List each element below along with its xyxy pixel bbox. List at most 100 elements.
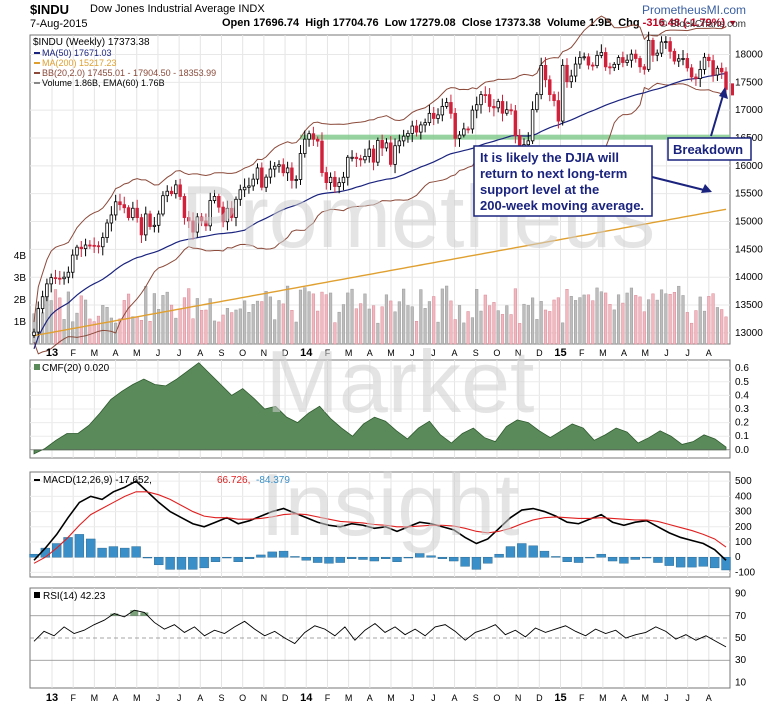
breakdown-arrow-head [719,87,728,99]
volume-label: Volume [546,17,586,29]
candle [70,254,75,273]
y-tick-cmf: 0.5 [735,377,749,388]
candle [161,195,165,215]
candle [715,67,720,76]
volume-bar [251,304,255,345]
volume-bar [414,321,419,345]
open-value: 17696.74 [253,17,300,29]
candle [453,112,457,139]
volume-bar [337,311,341,345]
quote-summary: Open 17696.74 High 17704.76 Low 17279.08… [222,17,737,29]
volume-bar [578,297,582,345]
index-name: Dow Jones Industrial Average INDX [90,3,265,15]
macd-histogram-bar [165,557,175,570]
rsi-swatch [34,592,40,598]
rsi-overbought-fill [130,610,139,616]
macd-histogram-bar [74,534,85,558]
volume-bar [303,287,307,345]
volume-bar [294,321,298,345]
macd-histogram-bar [449,557,459,562]
volume-bar [363,293,367,345]
candle [496,101,500,109]
watermark: Prometheus Market Insight [181,167,655,554]
x-tick-bottom: M [345,693,353,703]
macd-signal-value: 66.726, [217,475,250,486]
candle [694,76,698,79]
indicator-lines [33,15,727,355]
x-tick-price: J [685,348,690,358]
x-tick-price: M [599,348,607,358]
volume-bar [707,296,711,345]
macd-histogram-bar [210,557,221,562]
x-tick-price: O [239,348,246,358]
site-name[interactable]: PrometheusMI.com [641,3,746,17]
volume-bar [591,300,595,345]
candle [668,41,672,52]
candle [419,124,423,133]
candle [88,244,92,247]
candle [238,189,243,200]
candle [569,75,573,83]
high-label: High [305,17,330,29]
annotation-arrow-head [701,184,712,193]
candle [539,64,543,96]
volume-bar [264,291,268,345]
candle [586,56,591,66]
candle [105,222,109,238]
candle [698,69,702,79]
macd-histogram-bar [505,546,516,558]
volume-bar [509,314,513,345]
candle [457,134,462,139]
x-tick-price: N [515,348,522,358]
volume-bar [621,302,625,345]
x-tick-price: M [345,348,353,358]
x-tick-bottom: F [325,693,331,703]
candle [548,79,552,95]
high-value: 17704.76 [332,17,379,29]
volume-bar [84,299,88,345]
candle [58,277,62,280]
volume-bar [157,309,161,345]
y-tick-price: 14000 [735,272,763,283]
x-tick-price: F [325,348,331,358]
candle [40,296,45,310]
candle [354,156,359,159]
macd-histogram-bar [437,557,448,559]
macd-histogram-bar [573,557,584,563]
candle [320,140,324,173]
chg-label: Chg [618,17,640,29]
candle [324,172,328,183]
volume-bar [393,311,397,345]
candle [350,156,354,159]
candle [505,109,509,114]
x-tick-bottom: A [452,693,458,703]
candle [573,63,578,77]
candle [315,138,320,142]
y-tick-price: 15000 [735,217,763,228]
volume-bar [659,289,664,345]
macd-histogram-bar [528,545,538,558]
volume-bar [599,291,603,345]
candle [500,101,505,114]
candle [466,128,470,131]
x-tick-bottom: D [282,693,289,703]
candle [358,158,363,161]
volume-bar [518,323,522,345]
candle [195,216,200,233]
x-tick-price: A [452,348,458,358]
candle [371,148,376,163]
macd-histogram-bar [40,547,51,558]
macd-histogram-bar [471,557,482,570]
quote-date: 7-Aug-2015 [30,18,88,30]
volume-bar [522,303,526,345]
candle [509,109,513,112]
volume-bar [668,293,672,345]
volume-bar [664,293,668,345]
candle [432,112,436,119]
volume-bar [427,301,432,345]
volume-bar [281,303,285,345]
last-close-marker [731,83,734,96]
y-tick-cmf: 0.0 [735,445,749,456]
volume-bar [513,288,517,345]
macd-histogram-bar [346,557,357,559]
